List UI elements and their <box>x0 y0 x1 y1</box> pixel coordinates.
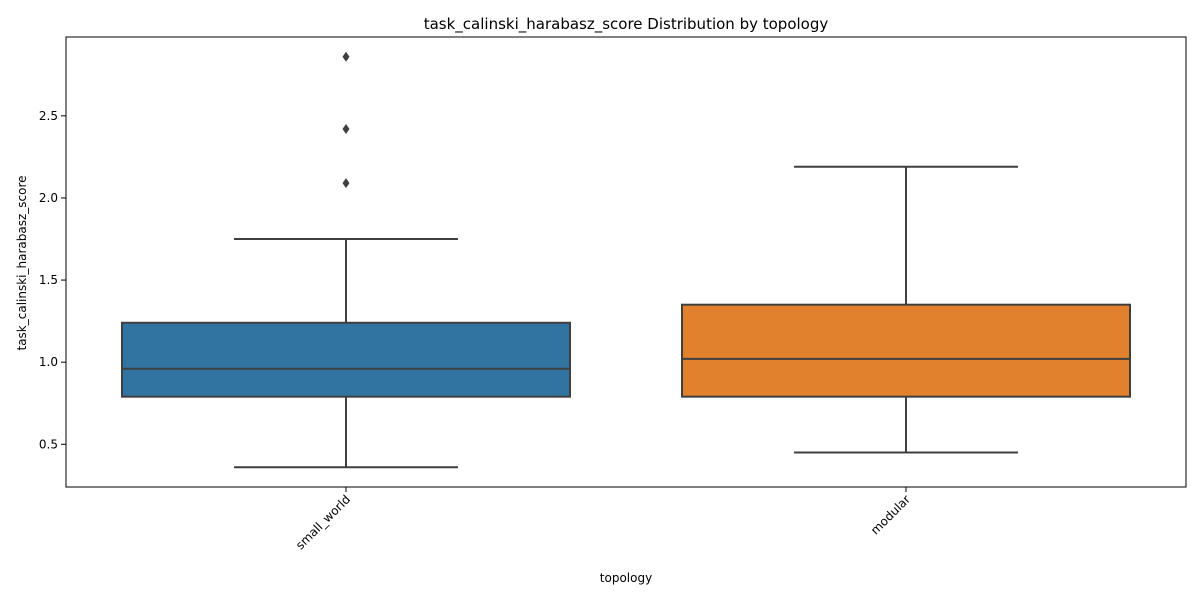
y-tick-label: 0.5 <box>39 437 58 451</box>
outlier-point <box>342 178 350 189</box>
x-axis-label: topology <box>600 571 652 585</box>
x-tick-label: modular <box>868 492 913 537</box>
y-tick-label: 2.0 <box>39 191 58 205</box>
chart-title: task_calinski_harabasz_score Distributio… <box>424 15 829 34</box>
plot-frame <box>65 36 1187 488</box>
box-group-small_world <box>121 51 571 469</box>
x-tick-label: small_world <box>293 492 353 552</box>
y-tick-label: 1.0 <box>39 355 58 369</box>
y-axis-label: task_calinski_harabasz_score <box>15 175 29 350</box>
axes: small_world modular 0.5 1.0 1.5 2.0 2.5 <box>39 36 1187 552</box>
outlier-point <box>342 51 350 62</box>
y-tick-label: 2.5 <box>39 109 58 123</box>
box-group-modular <box>681 165 1131 454</box>
box-iqr <box>681 303 1131 398</box>
plot-area <box>121 51 1131 469</box>
box-iqr <box>121 321 571 398</box>
outlier-point <box>342 123 350 134</box>
y-tick-label: 1.5 <box>39 273 58 287</box>
